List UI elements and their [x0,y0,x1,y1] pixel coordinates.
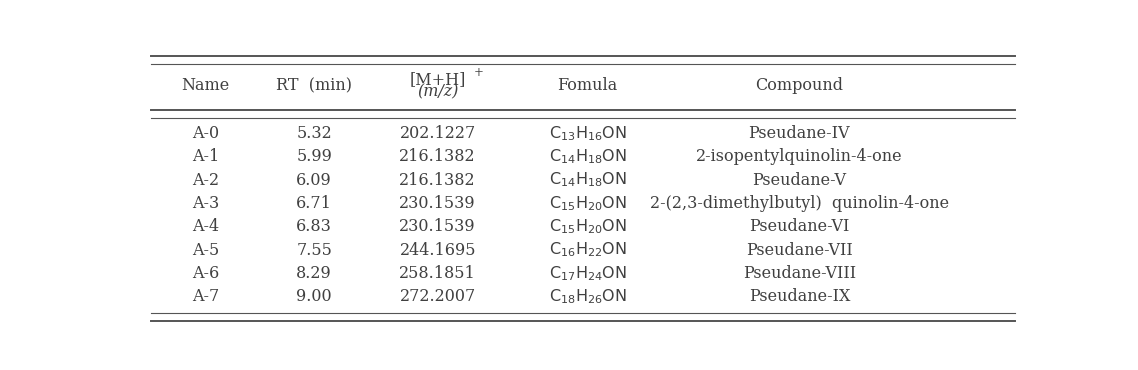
Text: 216.1382: 216.1382 [399,148,476,165]
Text: $\mathregular{C}_{13}\mathregular{H}_{16}\mathregular{ON}$: $\mathregular{C}_{13}\mathregular{H}_{16… [549,124,627,143]
Text: 9.00: 9.00 [296,288,332,305]
Text: 5.32: 5.32 [296,125,332,142]
Text: 6.09: 6.09 [296,172,332,188]
Text: $\mathregular{C}_{16}\mathregular{H}_{22}\mathregular{ON}$: $\mathregular{C}_{16}\mathregular{H}_{22… [549,241,627,259]
Text: A-0: A-0 [192,125,220,142]
Text: Name: Name [182,77,230,94]
Text: 6.83: 6.83 [296,218,332,235]
Text: 2-(2,3-dimethylbutyl)  quinolin-4-one: 2-(2,3-dimethylbutyl) quinolin-4-one [650,195,949,212]
Text: A-6: A-6 [192,265,220,282]
Text: A-1: A-1 [192,148,220,165]
Text: RT  (min): RT (min) [277,77,353,94]
Text: $\mathregular{C}_{14}\mathregular{H}_{18}\mathregular{ON}$: $\mathregular{C}_{14}\mathregular{H}_{18… [549,147,627,166]
Text: $\mathregular{C}_{18}\mathregular{H}_{26}\mathregular{ON}$: $\mathregular{C}_{18}\mathregular{H}_{26… [549,287,627,306]
Text: A-3: A-3 [192,195,220,212]
Text: Pseudane-VII: Pseudane-VII [745,242,852,259]
Text: 7.55: 7.55 [296,242,332,259]
Text: $\mathregular{C}_{14}\mathregular{H}_{18}\mathregular{ON}$: $\mathregular{C}_{14}\mathregular{H}_{18… [549,171,627,189]
Text: 244.1695: 244.1695 [399,242,476,259]
Text: 5.99: 5.99 [296,148,332,165]
Text: 230.1539: 230.1539 [399,218,476,235]
Text: A-7: A-7 [192,288,220,305]
Text: [M+H]: [M+H] [410,71,465,88]
Text: 202.1227: 202.1227 [399,125,476,142]
Text: Pseudane-V: Pseudane-V [752,172,847,188]
Text: Pseudane-IV: Pseudane-IV [749,125,850,142]
Text: A-2: A-2 [192,172,220,188]
Text: Pseudane-IX: Pseudane-IX [749,288,850,305]
Text: Pseudane-VI: Pseudane-VI [749,218,849,235]
Text: 272.2007: 272.2007 [399,288,476,305]
Text: $\mathregular{C}_{15}\mathregular{H}_{20}\mathregular{ON}$: $\mathregular{C}_{15}\mathregular{H}_{20… [549,194,627,213]
Text: Fomula: Fomula [558,77,618,94]
Text: 8.29: 8.29 [296,265,332,282]
Text: 230.1539: 230.1539 [399,195,476,212]
Text: 216.1382: 216.1382 [399,172,476,188]
Text: Pseudane-VIII: Pseudane-VIII [743,265,856,282]
Text: $\mathregular{C}_{15}\mathregular{H}_{20}\mathregular{ON}$: $\mathregular{C}_{15}\mathregular{H}_{20… [549,218,627,236]
Text: +: + [473,65,484,78]
Text: A-5: A-5 [192,242,220,259]
Text: $\mathregular{C}_{17}\mathregular{H}_{24}\mathregular{ON}$: $\mathregular{C}_{17}\mathregular{H}_{24… [549,264,627,283]
Text: (m/z): (m/z) [417,84,459,101]
Text: 6.71: 6.71 [296,195,332,212]
Text: A-4: A-4 [192,218,220,235]
Text: Compound: Compound [756,77,843,94]
Text: 258.1851: 258.1851 [399,265,476,282]
Text: 2-isopentylquinolin-4-one: 2-isopentylquinolin-4-one [696,148,902,165]
